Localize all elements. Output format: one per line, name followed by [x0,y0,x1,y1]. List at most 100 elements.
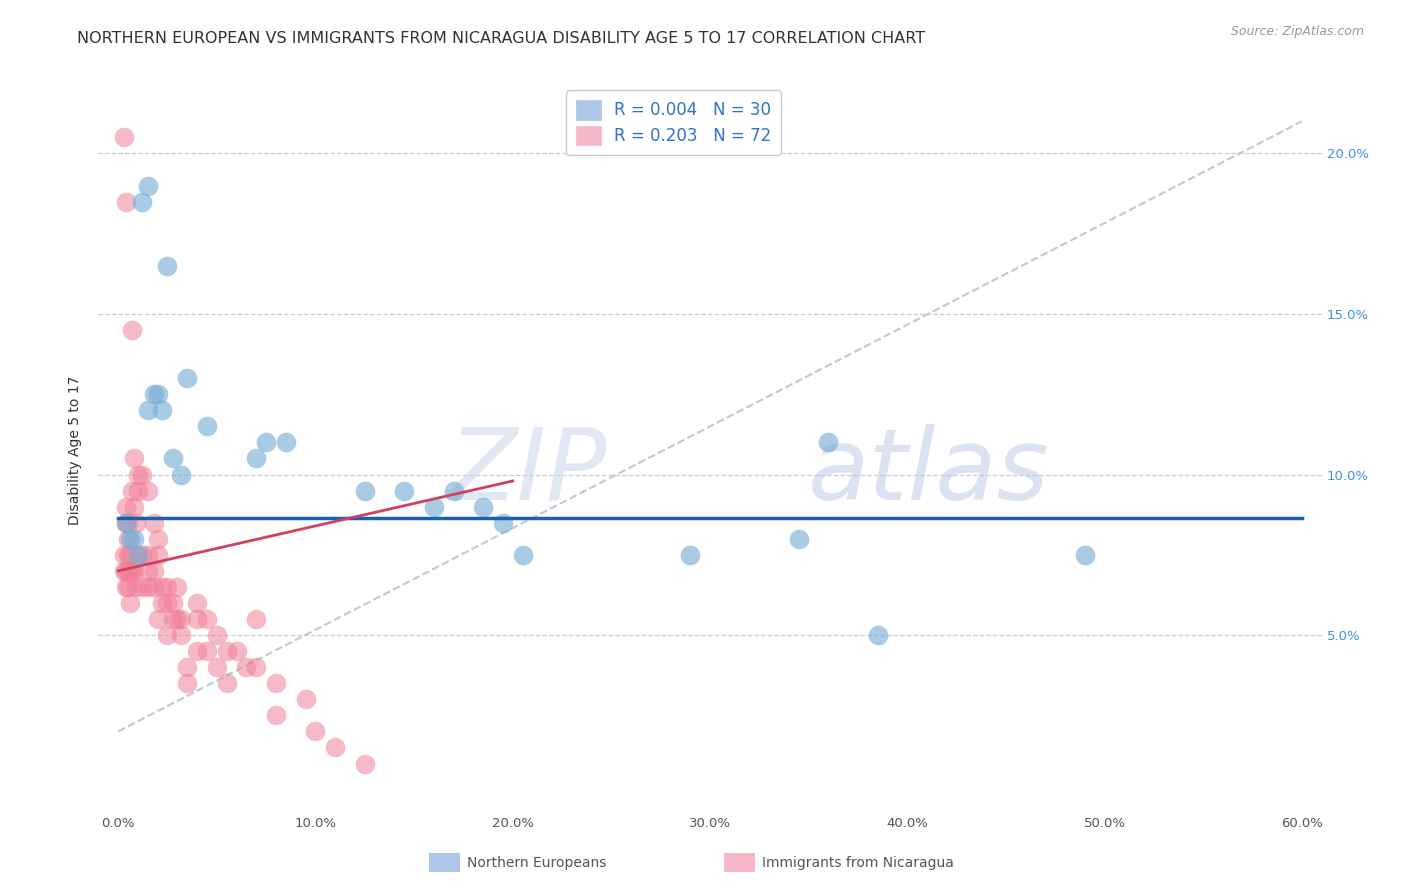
Point [121,323,143,337]
Point [131,548,153,562]
Point [117,580,139,594]
Point [156,580,179,594]
Point [176,660,198,674]
Point [127,467,149,482]
Point [394,483,416,498]
Point [122,532,145,546]
Point [115,194,138,209]
Point [117,516,139,530]
Point [136,178,159,193]
Point [150,403,173,417]
Point [150,596,173,610]
Text: Northern Europeans: Northern Europeans [467,855,606,870]
Point [195,612,218,626]
Point [125,516,148,530]
Point [117,532,139,546]
Point [186,596,208,610]
Point [170,628,193,642]
Point [127,483,149,498]
Point [353,756,375,771]
Point [170,612,193,626]
Point [136,580,159,594]
Point [866,628,889,642]
Point [118,548,141,562]
Point [443,483,465,498]
Point [117,564,139,578]
Point [112,564,135,578]
Point [205,628,228,642]
Point [254,435,277,450]
Legend: R = 0.004   N = 30, R = 0.203   N = 72: R = 0.004 N = 30, R = 0.203 N = 72 [565,90,782,155]
Y-axis label: Disability Age 5 to 17: Disability Age 5 to 17 [69,376,83,525]
Point [131,580,153,594]
Point [176,676,198,690]
Point [205,660,228,674]
Point [166,580,188,594]
Point [264,708,287,723]
Point [115,500,138,514]
Point [162,612,184,626]
Point [136,403,159,417]
Point [142,387,165,401]
Point [245,660,267,674]
Text: atlas: atlas [808,424,1049,521]
Point [118,564,141,578]
Point [186,612,208,626]
Point [195,419,218,434]
Point [115,580,138,594]
Point [125,580,148,594]
Point [142,580,165,594]
Point [156,628,179,642]
Point [122,564,145,578]
Point [215,676,238,690]
Point [274,435,297,450]
Point [186,644,208,658]
Point [323,740,346,755]
Point [136,564,159,578]
Point [127,548,149,562]
Point [156,259,179,273]
Point [176,371,198,385]
Point [146,548,169,562]
Point [115,564,138,578]
Point [245,612,267,626]
Point [353,483,375,498]
Text: ZIP: ZIP [447,424,606,521]
Point [142,564,165,578]
Point [294,692,316,706]
Point [512,548,534,562]
Point [787,532,810,546]
Point [264,676,287,690]
Text: NORTHERN EUROPEAN VS IMMIGRANTS FROM NICARAGUA DISABILITY AGE 5 TO 17 CORRELATIO: NORTHERN EUROPEAN VS IMMIGRANTS FROM NIC… [77,31,925,46]
Text: Source: ZipAtlas.com: Source: ZipAtlas.com [1230,25,1364,38]
Point [131,194,153,209]
Point [136,483,159,498]
Point [122,451,145,466]
Point [817,435,839,450]
Point [136,548,159,562]
Point [121,483,143,498]
Point [162,596,184,610]
Point [245,451,267,466]
Point [146,532,169,546]
Point [166,612,188,626]
Point [215,644,238,658]
Point [146,387,169,401]
Point [115,516,138,530]
Point [225,644,247,658]
Point [115,516,138,530]
Point [195,644,218,658]
Point [112,548,135,562]
Point [118,532,141,546]
Point [122,500,145,514]
Point [304,724,326,739]
Point [162,451,184,466]
Point [170,467,193,482]
Point [118,596,141,610]
Point [121,564,143,578]
Point [679,548,702,562]
Point [235,660,257,674]
Point [127,548,149,562]
Point [1074,548,1097,562]
Point [112,130,135,145]
